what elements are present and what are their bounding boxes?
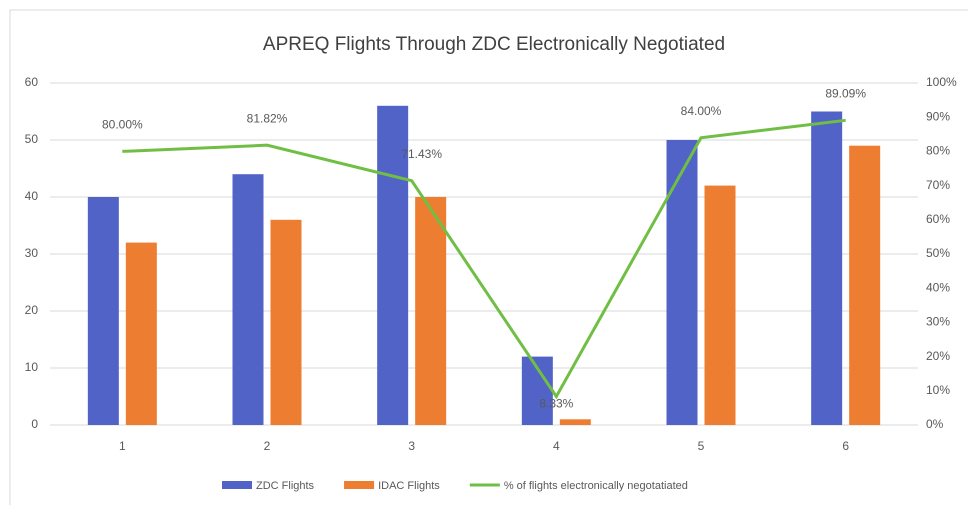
bar [125, 242, 157, 425]
data-label: 81.82% [247, 111, 288, 125]
y2-tick-label: 40% [926, 280, 950, 294]
y2-tick-label: 100% [926, 75, 957, 89]
bar [87, 197, 119, 425]
y-tick-label: 30 [25, 246, 39, 260]
y-tick-label: 50 [25, 132, 39, 146]
data-label: 8.33% [539, 397, 573, 411]
x-tick-label: 2 [264, 439, 271, 453]
bar [811, 111, 843, 425]
chart-title: APREQ Flights Through ZDC Electronically… [263, 34, 725, 55]
data-label: 80.00% [102, 118, 143, 132]
x-tick-label: 5 [698, 439, 705, 453]
y2-tick-label: 20% [926, 349, 950, 363]
y2-tick-label: 10% [926, 383, 950, 397]
y2-tick-label: 90% [926, 109, 950, 123]
bar [232, 174, 264, 425]
y-tick-label: 60 [25, 75, 39, 89]
legend-swatch [344, 481, 375, 489]
bar [377, 105, 409, 426]
x-tick-label: 3 [408, 439, 415, 453]
bar [270, 219, 302, 425]
y2-tick-label: 80% [926, 144, 950, 158]
y-tick-label: 10 [25, 360, 39, 374]
x-tick-label: 4 [553, 439, 560, 453]
bar [415, 197, 447, 425]
bar [666, 140, 698, 425]
y-tick-label: 20 [25, 303, 39, 317]
data-label: 71.43% [401, 147, 442, 161]
legend-label: ZDC Flights [256, 480, 315, 492]
y2-tick-label: 50% [926, 246, 950, 260]
line [122, 118, 846, 400]
bar [704, 185, 736, 425]
bar [849, 145, 881, 425]
chart-frame [9, 9, 968, 505]
bar [559, 419, 591, 425]
y2-tick-label: 0% [926, 417, 944, 431]
y-tick-label: 0 [31, 417, 38, 431]
y2-tick-label: 60% [926, 212, 950, 226]
x-tick-label: 1 [119, 439, 126, 453]
y-tick-label: 40 [25, 189, 39, 203]
data-label: 89.09% [825, 86, 866, 100]
legend-label: % of flights electronically negotatiated [504, 480, 688, 492]
x-tick-label: 6 [842, 439, 849, 453]
data-label: 84.00% [681, 104, 722, 118]
y2-tick-label: 70% [926, 178, 950, 192]
legend-swatch [222, 481, 252, 489]
y2-tick-label: 30% [926, 315, 950, 329]
legend-label: IDAC Flights [378, 480, 440, 492]
